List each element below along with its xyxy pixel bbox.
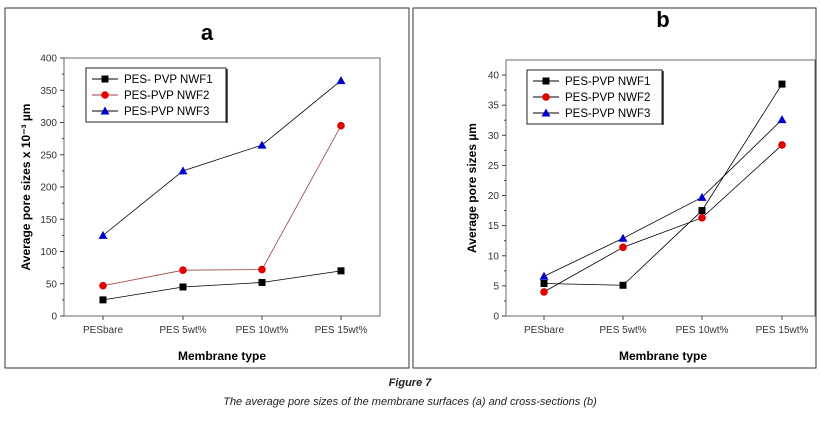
y-tick-label: 40 <box>488 71 500 82</box>
data-point-square <box>542 77 550 85</box>
y-tick-label: 50 <box>46 279 58 290</box>
data-point-circle <box>101 91 109 99</box>
data-point-circle <box>258 265 266 274</box>
legend-label: PES-PVP NWF2 <box>124 90 209 102</box>
x-tick-label: PES 15wt% <box>756 325 809 336</box>
data-point-square <box>258 278 266 286</box>
y-tick-label: 200 <box>40 183 57 194</box>
y-tick-label: 300 <box>40 118 57 129</box>
x-tick-label: PES 10wt% <box>236 325 289 336</box>
legend: PES-PVP NWF1 PES-PVP NWF2 PES-PVP NWF3 <box>526 69 664 125</box>
data-point-square <box>619 281 627 289</box>
data-point-triangle <box>777 115 787 124</box>
data-point-triangle <box>98 230 108 239</box>
y-tick-label: 100 <box>40 247 57 258</box>
figure-caption: The average pore sizes of the membrane s… <box>223 396 597 408</box>
y-tick-label: 0 <box>493 312 499 323</box>
y-tick-label: 5 <box>493 281 499 292</box>
series-pes-pvp-nwf2 <box>540 141 786 296</box>
x-tick-label: PESbare <box>524 325 564 336</box>
data-point-square <box>99 296 107 304</box>
plot-area <box>505 59 816 317</box>
x-axis-label: Membrane type <box>178 349 266 363</box>
data-point-square <box>101 75 109 83</box>
y-tick-label: 0 <box>51 312 57 323</box>
data-point-triangle <box>336 76 346 85</box>
series-line <box>102 125 342 287</box>
x-axis-label: Membrane type <box>619 349 707 363</box>
y-axis-label: Average pore sizes x 10⁻³ µm <box>19 104 33 271</box>
y-tick-label: 250 <box>40 150 57 161</box>
figure-label: Figure 7 <box>388 377 432 389</box>
legend-label: PES- PVP NWF1 <box>124 74 213 86</box>
series-line <box>543 83 783 286</box>
y-tick-label: 15 <box>488 221 500 232</box>
series-line <box>543 119 783 277</box>
data-point-circle <box>337 121 345 130</box>
series-pes-pvp-nwf2 <box>99 121 345 290</box>
data-point-circle <box>778 141 786 149</box>
data-point-triangle <box>697 192 707 201</box>
y-tick-label: 25 <box>488 161 500 172</box>
y-tick-label: 350 <box>40 86 57 97</box>
data-point-square <box>778 80 786 88</box>
legend-label: PES-PVP NWF3 <box>565 108 650 120</box>
x-tick-label: PES 5wt% <box>159 325 206 336</box>
series-line <box>102 80 342 236</box>
chart-panel-a: a 0 50 100 150 200 250 300 350 400 PESbare PES 5wt%… <box>4 7 410 369</box>
data-point-circle <box>540 288 548 296</box>
legend-label: PES-PVP NWF3 <box>124 106 209 118</box>
y-tick-label: 400 <box>40 54 57 65</box>
x-tick-label: PES 10wt% <box>676 325 729 336</box>
data-point-circle <box>619 243 627 252</box>
legend-label: PES-PVP NWF1 <box>565 76 650 88</box>
data-point-square <box>540 279 548 287</box>
data-point-triangle <box>618 233 628 242</box>
series-pes-pvp-nwf3 <box>539 115 787 280</box>
data-point-triangle <box>100 106 110 115</box>
legend: PES- PVP NWF1 PES-PVP NWF2 PES-PVP NWF3 <box>85 67 228 123</box>
data-point-square <box>337 267 345 275</box>
series-line <box>543 144 783 293</box>
x-tick-label: PES 15wt% <box>315 325 368 336</box>
legend-label: PES-PVP NWF2 <box>565 92 650 104</box>
series-pes-pvp-nwf3 <box>98 76 346 239</box>
y-tick-label: 30 <box>488 131 500 142</box>
data-point-circle <box>542 93 550 101</box>
series-line <box>102 270 342 301</box>
x-tick-label: PES 5wt% <box>599 325 646 336</box>
data-point-square <box>179 283 187 291</box>
y-tick-label: 20 <box>488 191 500 202</box>
y-tick-label: 10 <box>488 251 500 262</box>
y-tick-label: 150 <box>40 215 57 226</box>
chart-panel-b: b 0 5 10 15 20 25 30 35 40 PESbare PES 5wt% PES 10wt… <box>412 7 817 369</box>
data-point-circle <box>698 214 706 222</box>
data-point-triangle <box>539 271 549 280</box>
panel-title: a <box>201 20 214 45</box>
y-tick-label: 35 <box>488 101 500 112</box>
panel-frame <box>4 7 410 369</box>
data-point-circle <box>179 266 187 275</box>
panel-frame <box>412 7 817 369</box>
data-point-triangle <box>541 108 551 117</box>
series-pes-pvp-nwf1 <box>540 80 786 289</box>
y-axis-label: Average pore sizes µm <box>465 123 479 253</box>
legend-box <box>85 67 227 123</box>
series-pes-pvp-nwf1 <box>99 267 345 304</box>
data-point-square <box>698 207 706 215</box>
x-tick-label: PESbare <box>83 325 123 336</box>
data-point-triangle <box>178 166 188 175</box>
data-point-triangle <box>257 140 267 149</box>
panel-title: b <box>656 7 669 32</box>
data-point-circle <box>99 281 107 290</box>
